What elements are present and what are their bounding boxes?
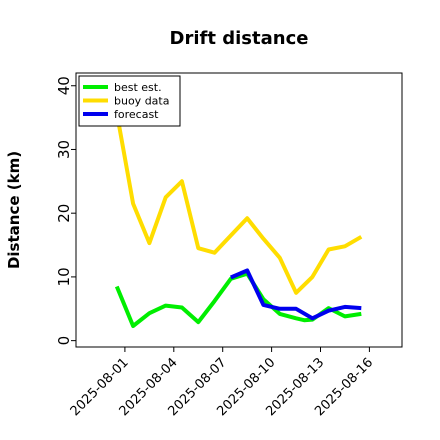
legend-label: buoy data bbox=[114, 95, 169, 108]
legend-label: best est. bbox=[114, 81, 162, 94]
y-tick-label: 30 bbox=[55, 140, 73, 159]
y-tick-label: 40 bbox=[55, 76, 73, 95]
chart-title: Drift distance bbox=[170, 28, 309, 49]
y-axis-label: Distance (km) bbox=[5, 151, 23, 269]
plot-frame bbox=[75, 72, 403, 348]
series-line-buoy-data bbox=[116, 123, 363, 295]
series-line-best-est bbox=[114, 271, 362, 328]
y-tick-label: 20 bbox=[55, 204, 73, 223]
y-tick-label: 10 bbox=[55, 267, 73, 286]
series-line-forecast bbox=[230, 268, 362, 321]
legend-label: forecast bbox=[114, 108, 159, 121]
y-tick-label: 0 bbox=[55, 336, 73, 346]
